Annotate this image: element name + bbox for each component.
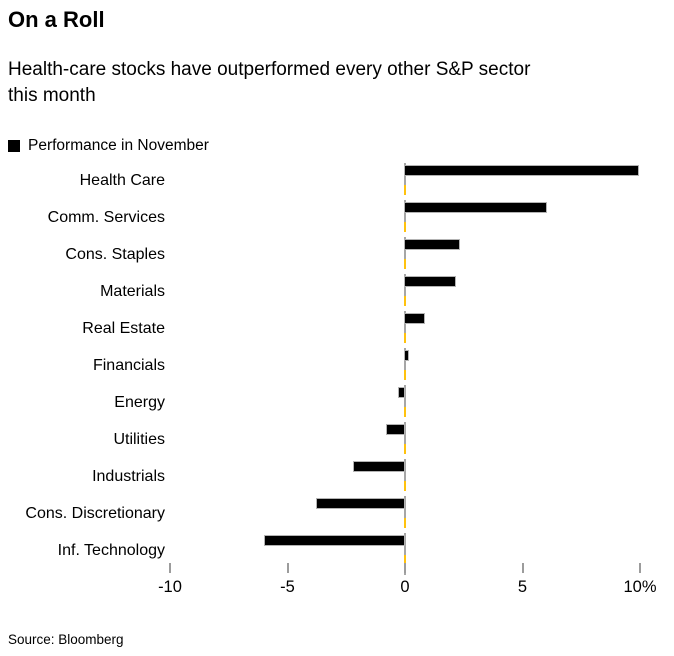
category-label: Utilities bbox=[113, 431, 165, 448]
bar-energy bbox=[397, 387, 405, 398]
category-label: Inf. Technology bbox=[57, 542, 165, 559]
bar-comm-services bbox=[404, 202, 548, 213]
category-label: Cons. Discretionary bbox=[25, 505, 165, 522]
x-axis-tick-label: 0 bbox=[400, 578, 410, 596]
chart-subtitle-line-1: Health-care stocks have outperformed eve… bbox=[8, 59, 531, 80]
chart-subtitle: Health-care stocks have outperformed eve… bbox=[8, 57, 530, 109]
x-axis-tick bbox=[404, 563, 406, 573]
category-label: Real Estate bbox=[82, 320, 165, 337]
legend: Performance in November bbox=[8, 137, 209, 154]
legend-swatch-icon bbox=[8, 140, 20, 152]
bar-inf-technology bbox=[264, 535, 405, 546]
x-axis-tick-label: 10% bbox=[623, 578, 657, 596]
category-label: Industrials bbox=[92, 468, 165, 485]
chart-subtitle-line-2: this month bbox=[8, 85, 96, 106]
source-note: Source: Bloomberg bbox=[8, 632, 124, 647]
category-label: Energy bbox=[114, 394, 165, 411]
category-label: Comm. Services bbox=[47, 209, 165, 226]
bar-financials bbox=[404, 350, 409, 361]
bar-cons-staples bbox=[404, 239, 461, 250]
zero-axis-line bbox=[404, 163, 406, 575]
x-axis-tick-label: -5 bbox=[280, 578, 295, 596]
x-axis-tick bbox=[286, 563, 289, 573]
category-label: Health Care bbox=[79, 172, 165, 189]
legend-label: Performance in November bbox=[28, 137, 209, 154]
bar-industrials bbox=[353, 461, 405, 472]
bar-materials bbox=[404, 276, 456, 287]
x-axis-tick bbox=[521, 563, 524, 573]
x-axis-tick-label: -10 bbox=[158, 578, 182, 596]
bar-real-estate bbox=[404, 313, 426, 324]
x-axis-tick bbox=[169, 563, 171, 573]
x-axis-tick bbox=[639, 563, 641, 573]
category-label: Materials bbox=[100, 283, 165, 300]
bar-cons-discretionary bbox=[315, 498, 405, 509]
page-title: On a Roll bbox=[8, 7, 105, 32]
bar-health-care bbox=[404, 165, 639, 176]
category-label: Cons. Staples bbox=[65, 246, 165, 263]
bar-utilities bbox=[386, 424, 405, 435]
category-label: Financials bbox=[92, 357, 165, 374]
bar-chart: Health Care Comm. Services Cons. Staples Ma… bbox=[0, 163, 674, 596]
x-axis-tick-label: 5 bbox=[517, 578, 528, 596]
